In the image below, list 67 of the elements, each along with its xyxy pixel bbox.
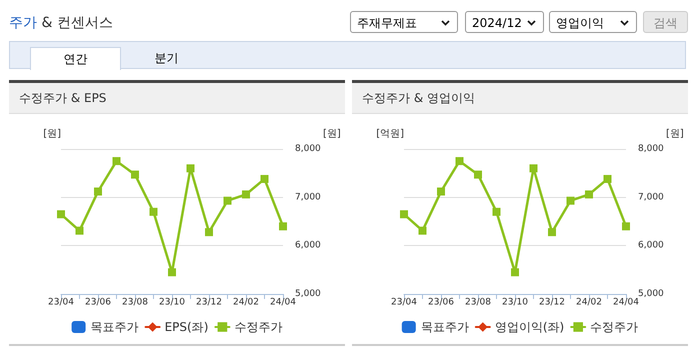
x-tick-label: 23/08	[122, 298, 148, 308]
point	[131, 170, 139, 179]
point	[492, 208, 500, 216]
text: 주재무제표	[357, 16, 417, 30]
point	[57, 210, 65, 218]
point	[474, 170, 482, 179]
text: 주가 & 컨센서스	[9, 14, 113, 32]
point	[242, 190, 250, 198]
point	[150, 208, 158, 216]
point	[530, 164, 538, 172]
text: 8,000	[295, 144, 321, 154]
y-axis-title: [원]	[43, 128, 62, 140]
point	[400, 210, 408, 218]
text: 6,000	[295, 240, 321, 251]
chart-title: 수정주가 & EPS	[9, 83, 345, 114]
x-tick-label: 23/12	[196, 298, 222, 308]
y2-axis-title: [원]	[666, 128, 684, 140]
point	[456, 157, 464, 166]
x-tick-label: 23/04	[48, 298, 74, 308]
point	[566, 196, 574, 205]
point	[585, 190, 593, 198]
point	[168, 268, 176, 276]
x-tick-label: 24/04	[613, 298, 640, 308]
text: 7,000	[295, 192, 321, 202]
point	[622, 222, 630, 230]
legend-label: 목표주가	[420, 320, 469, 334]
y2-axis-title: [원]	[323, 128, 341, 140]
x-tick-label: 23/10	[502, 298, 528, 308]
point	[76, 226, 84, 235]
chart-title: 수정주가 & 영업이익	[352, 83, 688, 114]
point	[205, 228, 213, 236]
text: 2024/12	[472, 16, 522, 30]
point	[511, 268, 519, 276]
x-tick-label: 24/02	[576, 298, 602, 308]
text: 연간	[30, 47, 121, 70]
x-tick-label: 23/06	[428, 298, 454, 308]
text: 7,000	[638, 192, 664, 202]
x-tick-label: 23/04	[391, 298, 418, 308]
x-tick-label: 23/08	[465, 298, 492, 308]
x-tick-label: 23/06	[85, 298, 112, 308]
point	[186, 164, 194, 172]
x-tick-label: 23/12	[539, 298, 565, 308]
legend-label: 수정주가	[590, 320, 638, 334]
text: 영업이익	[556, 16, 604, 30]
text: 검색	[643, 11, 688, 33]
point	[94, 188, 102, 196]
legend-label: 목표주가	[90, 320, 139, 334]
y-axis-title: [억원]	[376, 128, 404, 140]
text: 5,000	[638, 289, 664, 299]
text: 분기	[154, 50, 180, 67]
legend-label: 영업이익(좌)	[494, 320, 564, 334]
text: 8,000	[638, 144, 664, 154]
legend-label: EPS(좌)	[164, 320, 208, 334]
text: 6,000	[638, 240, 664, 251]
point	[548, 228, 556, 236]
point	[279, 222, 287, 230]
x-tick-label: 23/10	[159, 298, 186, 308]
point	[604, 174, 612, 183]
point	[224, 196, 232, 205]
point	[437, 188, 445, 196]
legend-label: 수정주가	[234, 320, 282, 334]
x-tick-label: 24/04	[270, 298, 296, 308]
point	[418, 226, 426, 235]
point	[112, 157, 120, 166]
x-tick-label: 24/02	[233, 298, 259, 308]
text: 5,000	[295, 289, 321, 299]
point	[260, 174, 268, 183]
